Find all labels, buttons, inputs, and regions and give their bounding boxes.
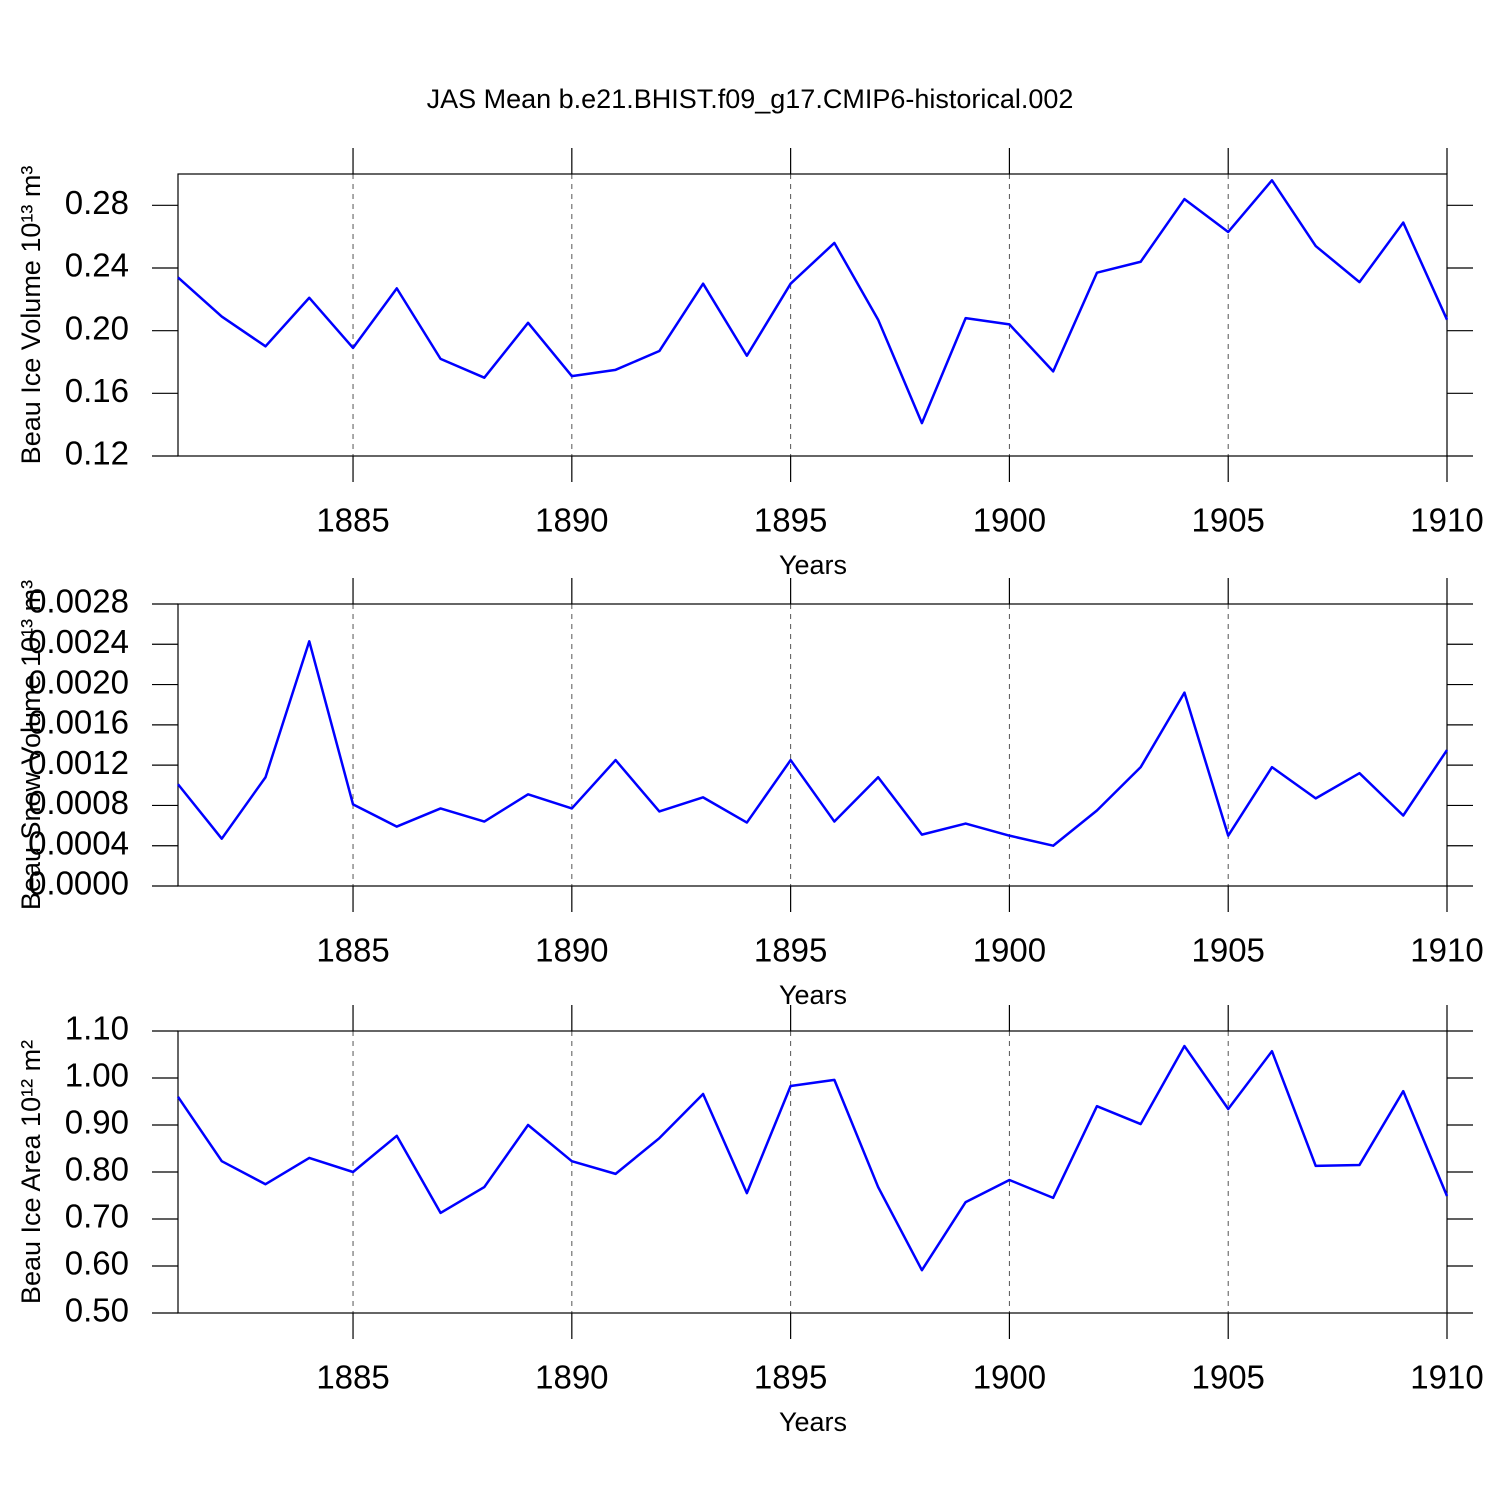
x-tick-label: 1910 — [1410, 1359, 1483, 1396]
y-tick-label: 0.16 — [65, 372, 129, 409]
y-tick-label: 0.12 — [65, 435, 129, 472]
y-tick-label: 0.0004 — [28, 824, 129, 861]
x-tick-label: 1885 — [316, 1359, 389, 1396]
y-tick-label: 0.0028 — [28, 583, 129, 620]
y-tick-label: 0.90 — [65, 1104, 129, 1141]
y-tick-label: 0.20 — [65, 309, 129, 346]
y-axis-label: Beau Ice Volume 10¹³ m³ — [16, 166, 46, 465]
y-axis-label: Beau Snow Volume 10¹³ m³ — [16, 580, 46, 910]
y-tick-label: 0.0016 — [28, 704, 129, 741]
x-axis-label: Years — [779, 550, 847, 580]
x-tick-label: 1890 — [535, 502, 608, 539]
y-tick-label: 1.00 — [65, 1057, 129, 1094]
x-tick-label: 1900 — [973, 1359, 1046, 1396]
x-tick-label: 1885 — [316, 932, 389, 969]
x-axis-label: Years — [779, 1407, 847, 1437]
data-line — [177, 179, 1449, 425]
y-tick-label: 0.60 — [65, 1245, 129, 1282]
y-tick-label: 0.0020 — [28, 663, 129, 700]
x-tick-label: 1905 — [1191, 1359, 1264, 1396]
x-tick-label: 1895 — [754, 932, 827, 969]
y-tick-label: 0.0024 — [28, 623, 129, 660]
x-tick-label: 1910 — [1410, 932, 1483, 969]
y-tick-label: 0.0000 — [28, 865, 129, 902]
x-tick-label: 1890 — [535, 932, 608, 969]
x-tick-label: 1900 — [973, 502, 1046, 539]
y-tick-label: 0.80 — [65, 1151, 129, 1188]
y-tick-label: 1.10 — [65, 1010, 129, 1047]
data-line — [177, 640, 1449, 847]
y-tick-label: 0.28 — [65, 184, 129, 221]
x-tick-label: 1890 — [535, 1359, 608, 1396]
x-tick-label: 1905 — [1191, 932, 1264, 969]
data-line — [176, 1044, 1449, 1272]
x-axis-label: Years — [779, 980, 847, 1010]
plot-frame — [177, 603, 1448, 887]
y-tick-label: 0.50 — [65, 1292, 129, 1329]
x-tick-label: 1905 — [1191, 502, 1264, 539]
y-tick-label: 0.0012 — [28, 744, 129, 781]
plot-frame — [177, 1030, 1448, 1314]
plot-frame — [177, 173, 1448, 457]
x-tick-label: 1895 — [754, 502, 827, 539]
y-tick-label: 0.24 — [65, 247, 129, 284]
y-axis-label: Beau Ice Area 10¹² m² — [16, 1040, 46, 1304]
x-tick-label: 1895 — [754, 1359, 827, 1396]
figure-title: JAS Mean b.e21.BHIST.f09_g17.CMIP6-histo… — [427, 84, 1074, 114]
x-tick-label: 1900 — [973, 932, 1046, 969]
y-tick-label: 0.0008 — [28, 784, 129, 821]
x-tick-label: 1910 — [1410, 502, 1483, 539]
y-tick-label: 0.70 — [65, 1198, 129, 1235]
x-tick-label: 1885 — [316, 502, 389, 539]
